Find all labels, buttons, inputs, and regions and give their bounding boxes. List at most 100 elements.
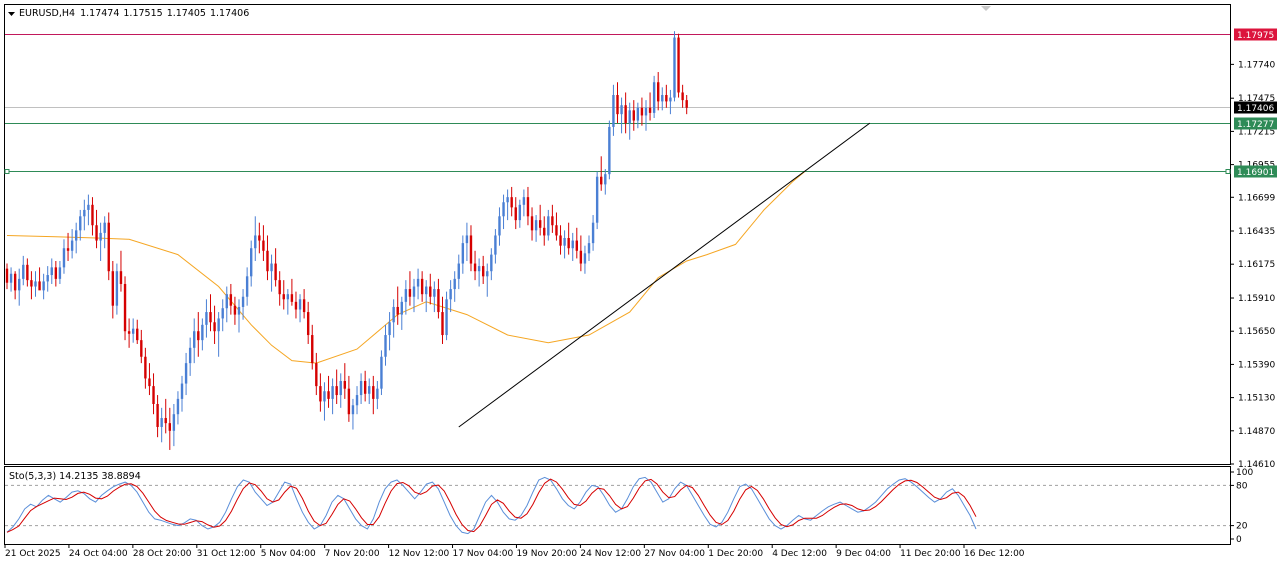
candle <box>510 186 513 217</box>
candle-body <box>168 423 171 431</box>
level-anchor-handle[interactable] <box>4 169 10 174</box>
candle <box>62 239 66 274</box>
candle <box>567 222 570 255</box>
price-level-label: 1.17406 <box>1234 101 1277 114</box>
candle <box>95 209 98 249</box>
candle-body <box>38 281 41 291</box>
candle <box>311 324 314 370</box>
candle <box>624 92 627 134</box>
candle-body <box>42 281 45 291</box>
candle-body <box>486 271 489 277</box>
candle <box>396 286 399 325</box>
stochastic-tick-label: 100 <box>1236 468 1253 478</box>
candle-body <box>514 207 517 221</box>
trendline[interactable] <box>458 122 871 428</box>
time-tick-label: 4 Dec 12:00 <box>772 549 827 559</box>
candle <box>225 286 228 323</box>
candle <box>34 271 37 297</box>
candle <box>685 95 688 115</box>
price-pane[interactable] <box>4 4 1231 465</box>
candle-body <box>103 222 106 233</box>
candle-body <box>343 381 347 389</box>
candle-body <box>184 363 188 384</box>
time-tick-label: 17 Nov 04:00 <box>453 549 514 559</box>
price-tick-label: 1.16175 <box>1238 260 1275 270</box>
candle-body <box>425 286 428 295</box>
candle-body <box>522 197 526 205</box>
candle <box>250 240 253 287</box>
candle-body <box>274 263 277 281</box>
candle-body <box>490 254 493 272</box>
candle-body <box>351 405 355 415</box>
stochastic-signal-line <box>6 478 977 533</box>
candle <box>221 299 224 332</box>
candle <box>673 31 676 102</box>
candle-body <box>254 235 257 249</box>
candle <box>665 84 668 108</box>
candle <box>107 212 110 281</box>
candle <box>282 280 285 310</box>
candle <box>404 280 408 315</box>
time-tick-label: 12 Nov 12:00 <box>389 549 450 559</box>
price-tick-label: 1.15390 <box>1238 360 1275 370</box>
candle-body <box>608 126 611 175</box>
candle <box>164 398 167 434</box>
time-tick-label: 24 Nov 12:00 <box>580 549 641 559</box>
candle-body <box>481 266 485 277</box>
candle <box>384 324 387 366</box>
candle <box>632 100 635 131</box>
price-level-label: 1.17277 <box>1234 117 1277 130</box>
candle-body <box>636 107 640 121</box>
timeframe-label: H4 <box>62 8 75 19</box>
candle <box>241 289 245 320</box>
time-tick-label: 21 Oct 2025 <box>5 549 61 559</box>
candle-body <box>433 289 436 297</box>
candle <box>595 171 599 230</box>
candle-body <box>416 278 420 287</box>
candle-body <box>217 318 220 332</box>
candle-body <box>290 294 294 302</box>
candle <box>197 312 200 357</box>
candle-body <box>327 391 330 399</box>
candle-body <box>229 294 233 306</box>
candle <box>490 248 493 281</box>
candle-body <box>465 235 469 244</box>
candle-body <box>461 243 465 264</box>
shift-marker-icon[interactable] <box>981 6 991 11</box>
candle-body <box>384 335 387 357</box>
candle-body <box>518 204 522 221</box>
price-level-labels: 1.17975 1.17406 1.17277 1.16901 <box>1234 28 1277 178</box>
candle <box>433 281 436 313</box>
candle <box>152 373 155 415</box>
candle <box>54 260 58 287</box>
candle <box>201 318 204 351</box>
candle <box>87 194 90 226</box>
candle-body <box>420 278 424 295</box>
candle <box>543 216 546 246</box>
candle-body <box>233 305 237 315</box>
candle-body <box>140 340 143 357</box>
candle <box>18 268 21 306</box>
candle-body <box>144 356 147 379</box>
candle-body <box>583 253 587 264</box>
candle <box>50 258 53 284</box>
price-tick-label: 1.16435 <box>1238 227 1275 237</box>
chevron-down-icon[interactable] <box>8 12 15 16</box>
candle-body <box>681 92 684 101</box>
candle-body <box>331 386 334 399</box>
candle <box>636 102 640 129</box>
candle <box>457 254 460 290</box>
candle-body <box>111 271 115 306</box>
candle <box>351 398 355 430</box>
candle <box>600 156 603 191</box>
price-level-box <box>1234 165 1277 178</box>
candle <box>262 225 265 261</box>
candle-body <box>612 95 615 127</box>
candle <box>339 373 342 408</box>
candle <box>217 312 220 357</box>
candle <box>26 258 29 287</box>
candle <box>347 375 351 422</box>
candle <box>502 194 505 230</box>
level-anchor-handle[interactable] <box>1225 169 1231 174</box>
